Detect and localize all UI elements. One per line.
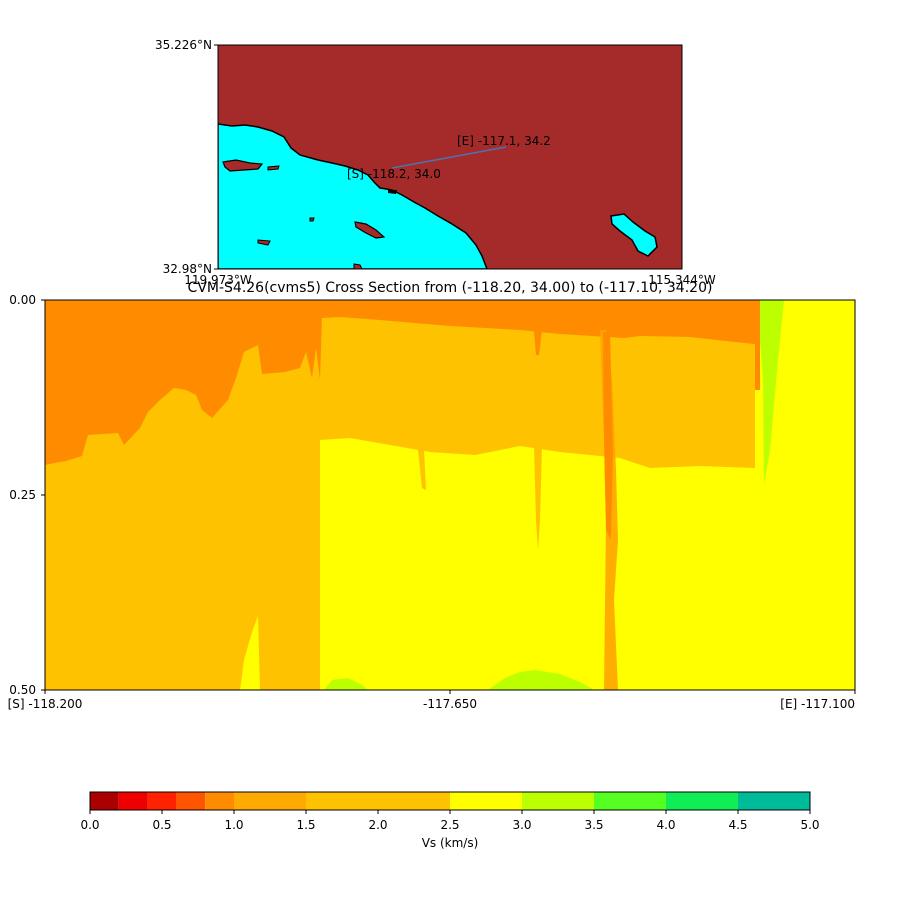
colorbar-segment xyxy=(234,792,306,810)
vs-region-orange-streak-535 xyxy=(534,445,542,550)
island-san-clemente xyxy=(353,263,363,269)
colorbar-segment xyxy=(306,792,450,810)
cross-section-plot xyxy=(45,300,855,690)
y-tick-label: 0.25 xyxy=(9,488,36,502)
salton-sea xyxy=(610,213,658,257)
location-map: [E] -117.1, 34.2 [S] -118.2, 34.0 35.226… xyxy=(155,38,716,287)
colorbar-tick-label: 0.5 xyxy=(152,818,171,832)
island-san-nicolas xyxy=(257,239,271,246)
vs-region-layer-upper-east xyxy=(320,300,755,468)
island-catalina xyxy=(354,221,386,239)
x-tick-label: -117.650 xyxy=(423,697,477,711)
colorbar: 0.0 0.5 1.0 1.5 2.0 2.5 3.0 3.5 4.0 4.5 5.0 xyxy=(80,791,820,832)
y-axis: 0.00 0.25 0.50 xyxy=(9,293,45,697)
vs-region-orange-top xyxy=(45,300,755,465)
colorbar-tick-label: 4.0 xyxy=(656,818,675,832)
colorbar-tick-label: 2.5 xyxy=(440,818,459,832)
vs-region-orange-streak-420 xyxy=(418,450,426,490)
vs-region-green-bottom-center xyxy=(488,670,594,690)
map-ocean xyxy=(218,123,488,269)
y-tick-label: 0.50 xyxy=(9,683,36,697)
map-frame xyxy=(217,44,683,270)
colorbar-segment xyxy=(118,792,148,810)
vs-region-orange-band-center-core xyxy=(603,332,613,540)
y-tick-label: 0.00 xyxy=(9,293,36,307)
colorbar-segment xyxy=(176,792,206,810)
palos-verdes-spot xyxy=(388,190,397,194)
vs-region-orange-east-edge xyxy=(755,300,760,390)
colorbar-tick-label: 3.5 xyxy=(584,818,603,832)
colorbar-segment xyxy=(666,792,738,810)
colorbar-tick-label: 2.0 xyxy=(368,818,387,832)
colorbar-tick-label: 0.0 xyxy=(80,818,99,832)
map-lon-max-label: 115.344°W xyxy=(648,273,716,287)
vs-region-orange-dip-535 xyxy=(534,330,542,355)
colorbar-segment xyxy=(738,792,810,810)
colorbar-tick-label: 1.5 xyxy=(296,818,315,832)
island-santa-cruz xyxy=(222,159,264,172)
map-lat-max-label: 35.226°N xyxy=(155,38,212,52)
colorbar-segment xyxy=(450,792,522,810)
x-axis: [S] -118.200 -117.650 [E] -117.100 xyxy=(8,690,856,711)
colorbar-segment xyxy=(90,792,119,810)
x-tick-label: [S] -118.200 xyxy=(8,697,83,711)
cross-section-path xyxy=(391,146,507,169)
colorbar-tick-label: 4.5 xyxy=(728,818,747,832)
colorbar-label: Vs (km/s) xyxy=(422,836,479,850)
colorbar-tick-label: 5.0 xyxy=(800,818,819,832)
map-lon-min-label: 119.973°W xyxy=(184,273,252,287)
colorbar-segment xyxy=(594,792,666,810)
chart-title: CVM-S4.26(cvms5) Cross Section from (-11… xyxy=(188,280,713,296)
island-barnacle xyxy=(309,217,315,222)
colorbar-segment xyxy=(522,792,594,810)
colorbar-tick-label: 1.0 xyxy=(224,818,243,832)
path-end-label: [E] -117.1, 34.2 xyxy=(457,134,551,148)
colorbar-tick-label: 3.0 xyxy=(512,818,531,832)
island-anacapa xyxy=(267,165,280,171)
vs-region-green-east xyxy=(760,300,784,485)
path-start-label: [S] -118.2, 34.0 xyxy=(347,167,441,181)
colorbar-segment xyxy=(147,792,177,810)
vs-region-green-bottom-left xyxy=(324,678,368,690)
x-tick-label: [E] -117.100 xyxy=(780,697,855,711)
map-lat-min-label: 32.98°N xyxy=(163,262,212,276)
vs-region-yellow-spike-west xyxy=(240,616,260,690)
colorbar-segment xyxy=(205,792,234,810)
